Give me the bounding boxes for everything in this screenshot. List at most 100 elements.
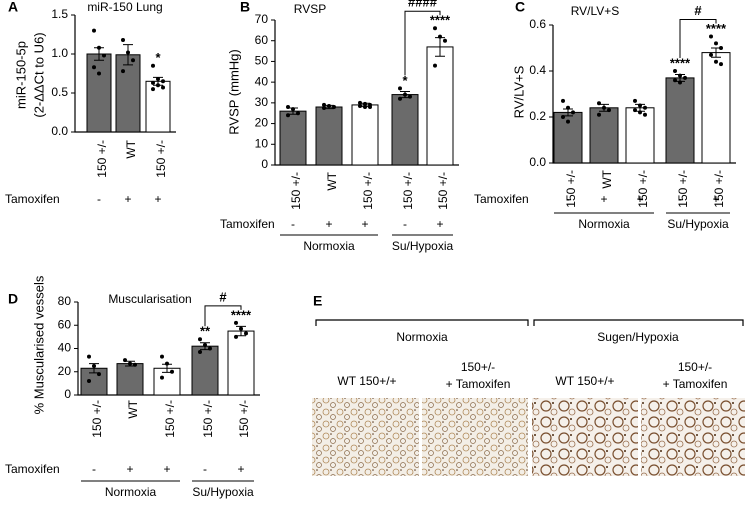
x-tick-label: 150 +/- <box>201 400 215 438</box>
data-point <box>638 103 642 108</box>
x-tick-label: 150 +/- <box>636 170 650 208</box>
treatment: - <box>678 192 682 206</box>
group-label: Sugen/Hypoxia <box>597 330 679 344</box>
group-label: Normoxia <box>578 217 630 231</box>
treatment: - <box>566 192 570 206</box>
x-tick-label: 150 +/- <box>564 170 578 208</box>
data-point <box>714 59 718 64</box>
comparison-label: # <box>694 3 702 18</box>
bar <box>665 77 695 164</box>
bar <box>625 107 655 164</box>
data-point <box>403 92 407 97</box>
treatment: - <box>203 462 207 476</box>
x-tick-label: WT <box>126 399 140 418</box>
x-tick-label: WT <box>325 171 339 190</box>
panel-letter: A <box>8 0 18 15</box>
y-tick-label: 0.4 <box>529 63 546 77</box>
data-point <box>443 38 447 43</box>
data-point <box>673 78 677 83</box>
data-point <box>602 105 606 110</box>
data-point <box>156 83 160 88</box>
treatment: - <box>403 217 407 231</box>
bar <box>701 52 731 164</box>
micrograph <box>641 398 745 476</box>
y-tick-label: 1.0 <box>51 46 68 60</box>
group-label: Su/Hypoxia <box>392 239 454 253</box>
data-point <box>92 65 96 70</box>
data-point <box>633 98 637 103</box>
data-point <box>234 320 238 325</box>
data-point <box>719 62 723 67</box>
data-point <box>597 112 601 117</box>
chart-title: RVSP <box>294 2 326 16</box>
bar <box>351 104 379 166</box>
x-tick-label: 150 +/- <box>289 172 303 210</box>
y-tick-label: 0.6 <box>529 17 546 31</box>
treatment: + <box>124 192 131 206</box>
data-point <box>719 46 723 50</box>
significance: **** <box>430 13 451 28</box>
treatment: + <box>325 217 332 231</box>
y-tick-label: 30 <box>255 95 269 109</box>
group-label: Normoxia <box>105 485 157 499</box>
data-point <box>123 358 127 363</box>
data-point <box>161 85 165 90</box>
significance: ** <box>200 324 211 339</box>
bar <box>279 110 307 166</box>
data-point <box>87 354 91 359</box>
significance: * <box>155 50 161 65</box>
y-tick-label: 40 <box>58 341 72 355</box>
data-point <box>438 34 442 39</box>
y-axis-label: % Muscularised vessels <box>31 275 46 414</box>
y-axis-label: RVSP (mmHg) <box>226 49 241 134</box>
y-tick-label: 0.0 <box>529 155 546 169</box>
data-point <box>709 34 713 39</box>
x-tick-label: 150 +/- <box>361 172 375 210</box>
data-point <box>170 369 174 374</box>
data-point <box>296 111 300 116</box>
data-point <box>291 107 295 112</box>
significance: * <box>402 73 408 88</box>
data-point <box>239 326 243 331</box>
data-point <box>121 37 125 42</box>
comparison-label: # <box>219 289 227 304</box>
data-point <box>398 86 402 91</box>
group-label: Su/Hypoxia <box>192 485 254 499</box>
data-point <box>638 110 642 115</box>
data-point <box>97 45 101 50</box>
data-point <box>102 53 106 58</box>
data-point <box>87 379 91 384</box>
data-point <box>398 96 402 101</box>
data-point <box>571 110 575 115</box>
image-label: 150+/- <box>461 360 495 374</box>
panel-e: E Normoxia Sugen/Hypoxia WT 150+/+ 150+/… <box>312 293 745 476</box>
data-point <box>566 105 570 110</box>
panel-letter: C <box>515 0 525 15</box>
image-label: WT 150+/+ <box>337 374 396 388</box>
comparison-bracket <box>679 19 717 58</box>
data-point <box>368 105 372 109</box>
group-label: Su/Hypoxia <box>667 217 729 231</box>
y-tick-label: 0 <box>64 387 71 401</box>
data-point <box>126 50 130 55</box>
x-tick-label: 150 +/- <box>712 170 726 208</box>
data-point <box>408 94 412 99</box>
data-point <box>160 375 164 380</box>
bar <box>391 94 419 166</box>
data-point <box>358 100 362 105</box>
data-point <box>198 337 202 342</box>
significance: **** <box>231 307 252 322</box>
data-point <box>286 105 290 109</box>
data-point <box>566 119 570 124</box>
panel-letter: B <box>240 0 250 15</box>
micrograph <box>312 398 419 476</box>
treatment-label: Tamoxifen <box>5 462 60 476</box>
data-point <box>156 76 160 81</box>
data-point <box>322 106 326 111</box>
chart-title: Muscularisation <box>108 292 191 306</box>
data-point <box>683 75 687 80</box>
data-point <box>358 103 362 108</box>
group-label: Normoxia <box>303 239 355 253</box>
data-point <box>633 108 637 113</box>
